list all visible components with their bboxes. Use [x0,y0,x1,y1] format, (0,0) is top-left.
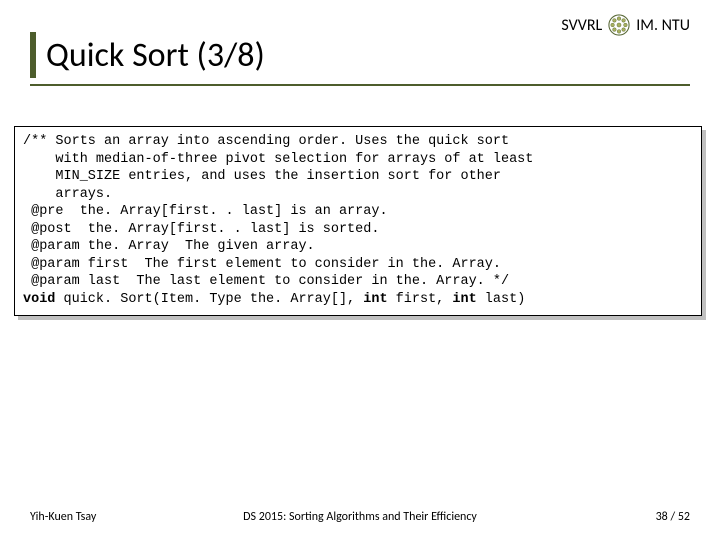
code-line: @pre the. Array[first. . last] is an arr… [23,204,388,219]
header-org-label: IM. NTU [636,16,690,35]
code-line: @param last The last element to consider… [23,274,509,289]
code-line: arrays. [23,187,112,202]
header-right: SVVRL IM. NTU [561,14,690,36]
code-line: @param first The first element to consid… [23,257,501,272]
title-underline [30,84,690,86]
code-line: MIN_SIZE entries, and uses the insertion… [23,169,501,184]
slide: SVVRL IM. NTU Quick Sort (3/8) /** Sorts… [0,0,720,540]
code-keyword: int [363,292,387,307]
ntu-logo-icon [608,14,630,36]
code-line: @param the. Array The given array. [23,239,315,254]
page-title: Quick Sort (3/8) [46,35,265,76]
code-text: quick. Sort(Item. Type the. Array[], [55,292,363,307]
code-text: first, [388,292,453,307]
footer-page: 38 / 52 [656,510,690,524]
code-box: /** Sorts an array into ascending order.… [14,126,702,316]
footer-course: DS 2015: Sorting Algorithms and Their Ef… [0,510,720,524]
page-total: 52 [678,510,690,524]
header-lab-label: SVVRL [561,16,602,35]
code-text: last) [477,292,526,307]
code-line: @post the. Array[first. . last] is sorte… [23,222,379,237]
footer-author: Yih-Kuen Tsay [30,510,96,524]
page-current: 38 [656,510,668,524]
code-line: with median-of-three pivot selection for… [23,152,533,167]
code-keyword: void [23,292,55,307]
title-accent-bar [30,32,36,78]
title-block: Quick Sort (3/8) [30,32,265,78]
footer: DS 2015: Sorting Algorithms and Their Ef… [0,510,720,524]
code-line: /** Sorts an array into ascending order.… [23,134,509,149]
page-sep: / [668,510,678,524]
code-keyword: int [452,292,476,307]
